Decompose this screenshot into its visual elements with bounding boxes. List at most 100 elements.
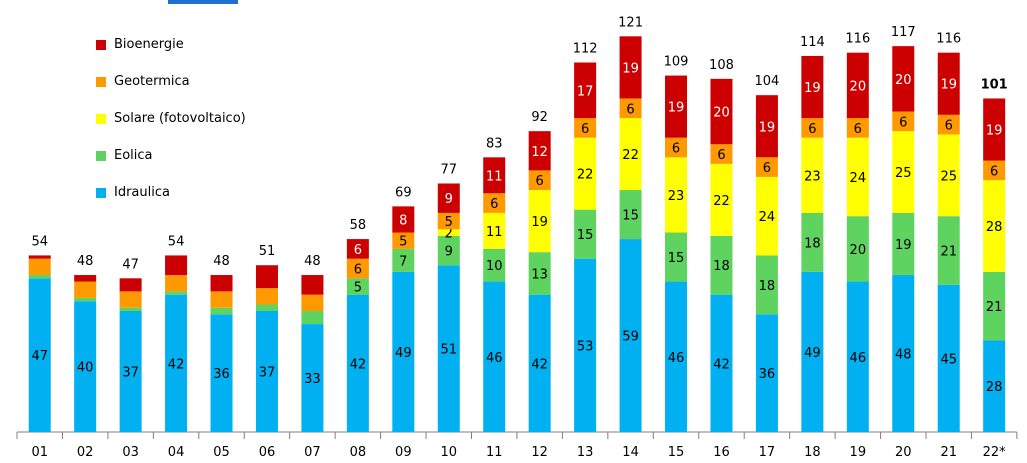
bar-segment-solare bbox=[846, 137, 869, 217]
data-label: 19 bbox=[986, 124, 1003, 139]
x-tick-label: 19 bbox=[850, 445, 867, 460]
bar-segment-solare bbox=[574, 137, 597, 210]
data-label: 24 bbox=[850, 171, 867, 186]
total-label: 77 bbox=[441, 162, 458, 177]
data-label: 5 bbox=[354, 280, 362, 295]
bar-segment-geotermica bbox=[437, 212, 460, 230]
bar-segment-eolica bbox=[119, 307, 142, 312]
bar-segment-idraulica bbox=[710, 294, 733, 432]
data-label: 6 bbox=[763, 161, 771, 176]
bar-segment-idraulica bbox=[619, 239, 642, 432]
bar-segment-bioenergie bbox=[528, 131, 551, 171]
data-label: 5 bbox=[445, 215, 453, 230]
bar-segment-bioenergie bbox=[392, 206, 415, 233]
legend-swatch-geotermica bbox=[96, 76, 106, 87]
data-label: 8 bbox=[399, 213, 407, 228]
data-label: 6 bbox=[354, 263, 362, 278]
bar-segment-eolica bbox=[665, 232, 688, 282]
bar-segment-idraulica bbox=[165, 294, 188, 432]
data-label: 5 bbox=[399, 235, 407, 250]
total-label: 47 bbox=[122, 257, 139, 272]
data-label: 6 bbox=[626, 102, 634, 117]
bar-segment-geotermica bbox=[210, 291, 233, 308]
x-tick-label: 02 bbox=[77, 445, 94, 460]
total-label: 54 bbox=[168, 234, 185, 249]
legend-item-solare: Solare (fotovoltaico) bbox=[96, 100, 246, 137]
data-label: 24 bbox=[759, 210, 776, 225]
bar-segment-idraulica bbox=[255, 311, 278, 432]
bar-segment-solare bbox=[528, 190, 551, 253]
data-label: 6 bbox=[899, 115, 907, 130]
x-tick-label: 09 bbox=[395, 445, 412, 460]
data-label: 25 bbox=[940, 169, 957, 184]
data-label: 13 bbox=[531, 267, 548, 282]
total-label: 121 bbox=[618, 15, 643, 30]
bar-segment-solare bbox=[755, 176, 778, 256]
bar-segment-eolica bbox=[710, 235, 733, 295]
data-label: 11 bbox=[486, 225, 503, 240]
x-tick-label: 12 bbox=[531, 445, 548, 460]
title-decoration bbox=[168, 0, 238, 4]
bar-segment-eolica bbox=[346, 278, 369, 295]
bar-segment-geotermica bbox=[255, 288, 278, 305]
bar-segment-idraulica bbox=[346, 294, 369, 432]
bar-segment-bioenergie bbox=[801, 55, 824, 119]
bar-segment-idraulica bbox=[392, 271, 415, 432]
x-tick-label: 20 bbox=[895, 445, 912, 460]
bar-segment-geotermica bbox=[892, 111, 915, 132]
bar-segment-bioenergie bbox=[983, 98, 1006, 161]
bar-segment-bioenergie bbox=[119, 278, 142, 292]
data-label: 22 bbox=[622, 148, 639, 163]
bar-segment-solare bbox=[801, 137, 824, 213]
bar-segment-idraulica bbox=[119, 311, 142, 432]
data-label: 48 bbox=[895, 348, 912, 363]
x-tick-label: 04 bbox=[168, 445, 185, 460]
data-label: 51 bbox=[441, 343, 458, 358]
bar-segment-geotermica bbox=[346, 258, 369, 279]
bar-segment-idraulica bbox=[665, 281, 688, 432]
data-label: 46 bbox=[486, 351, 503, 366]
bar-segment-idraulica bbox=[528, 294, 551, 432]
bar-segment-geotermica bbox=[28, 258, 51, 276]
bar-segment-idraulica bbox=[28, 278, 51, 432]
data-label: 11 bbox=[486, 169, 503, 184]
x-tick-label: 16 bbox=[713, 445, 730, 460]
x-tick-label: 07 bbox=[304, 445, 321, 460]
x-tick-label: 01 bbox=[31, 445, 48, 460]
bar-segment-solare bbox=[983, 180, 1006, 272]
bar-segment-bioenergie bbox=[28, 255, 51, 259]
data-label: 6 bbox=[808, 122, 816, 137]
bar-segment-bioenergie bbox=[619, 36, 642, 99]
bar-segment-bioenergie bbox=[755, 95, 778, 158]
data-label: 10 bbox=[486, 259, 503, 274]
bar-segment-bioenergie bbox=[483, 157, 506, 194]
bar-segment-geotermica bbox=[165, 275, 188, 292]
bar-segment-eolica bbox=[801, 212, 824, 272]
data-label: 20 bbox=[713, 106, 730, 121]
bar-segment-idraulica bbox=[937, 284, 960, 432]
x-tick-label: 15 bbox=[668, 445, 685, 460]
bar-segment-eolica bbox=[755, 255, 778, 315]
data-label: 23 bbox=[668, 189, 685, 204]
bar-segment-geotermica bbox=[74, 281, 97, 298]
legend-label-solare: Solare (fotovoltaico) bbox=[114, 111, 246, 126]
data-label: 42 bbox=[713, 357, 730, 372]
bar-segment-geotermica bbox=[301, 294, 324, 312]
bar-segment-solare bbox=[892, 131, 915, 213]
data-label: 19 bbox=[895, 238, 912, 253]
bar-segment-bioenergie bbox=[437, 183, 460, 213]
x-tick-label: 06 bbox=[259, 445, 276, 460]
data-label: 6 bbox=[990, 164, 998, 179]
bar-segment-idraulica bbox=[983, 340, 1006, 432]
bar-segment-bioenergie bbox=[74, 275, 97, 282]
bar-segment-eolica bbox=[255, 304, 278, 312]
total-label: 101 bbox=[981, 77, 1008, 92]
data-label: 37 bbox=[259, 366, 276, 381]
bar-segment-solare bbox=[483, 212, 506, 249]
x-tick-label: 05 bbox=[213, 445, 230, 460]
legend-item-bioenergie: Bioenergie bbox=[96, 26, 246, 63]
data-label: 6 bbox=[672, 142, 680, 157]
bar-segment-bioenergie bbox=[710, 78, 733, 145]
bar-segment-geotermica bbox=[983, 160, 1006, 181]
total-label: 114 bbox=[800, 35, 825, 50]
